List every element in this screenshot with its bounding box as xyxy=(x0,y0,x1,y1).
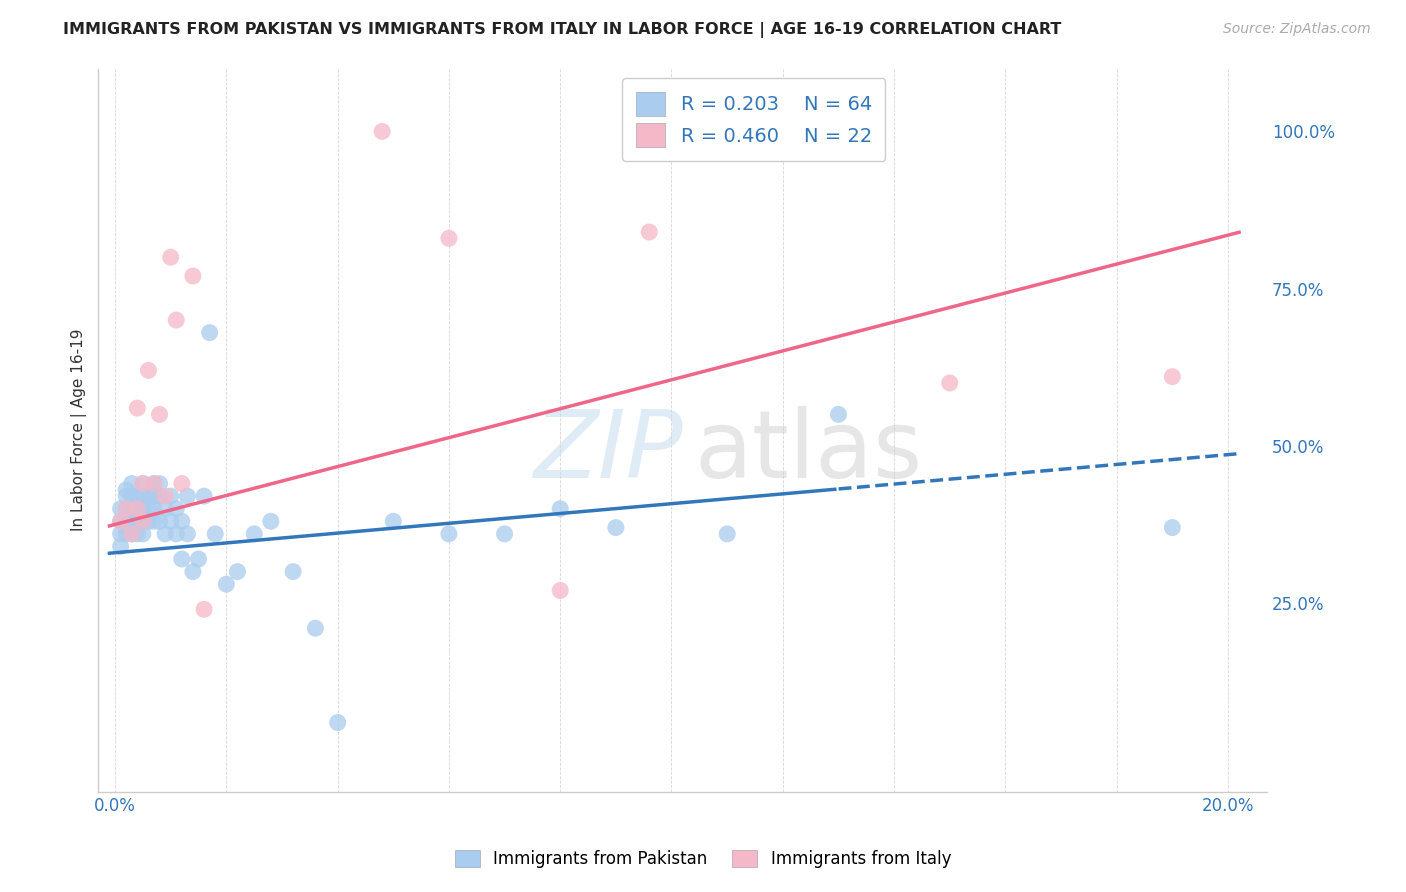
Point xyxy=(110,514,132,528)
Point xyxy=(170,552,193,566)
Point xyxy=(132,489,155,503)
Point xyxy=(121,527,143,541)
Point xyxy=(143,476,166,491)
Text: ZIP: ZIP xyxy=(533,406,683,498)
Point xyxy=(304,621,326,635)
Point xyxy=(127,527,149,541)
Point xyxy=(110,514,132,528)
Point xyxy=(115,527,138,541)
Point xyxy=(127,501,149,516)
Point xyxy=(115,501,138,516)
Point xyxy=(110,540,132,554)
Point xyxy=(382,514,405,528)
Point xyxy=(121,527,143,541)
Point xyxy=(110,527,132,541)
Point xyxy=(138,501,160,516)
Point xyxy=(159,489,181,503)
Point xyxy=(938,376,960,390)
Point xyxy=(243,527,266,541)
Point xyxy=(181,268,204,283)
Point xyxy=(1161,520,1184,534)
Point xyxy=(176,527,198,541)
Point xyxy=(215,577,238,591)
Point xyxy=(827,408,849,422)
Text: IMMIGRANTS FROM PAKISTAN VS IMMIGRANTS FROM ITALY IN LABOR FORCE | AGE 16-19 COR: IMMIGRANTS FROM PAKISTAN VS IMMIGRANTS F… xyxy=(63,22,1062,38)
Point xyxy=(226,565,249,579)
Point xyxy=(198,326,221,340)
Point xyxy=(143,501,166,516)
Point xyxy=(638,225,661,239)
Point xyxy=(127,401,149,416)
Point xyxy=(159,250,181,264)
Point xyxy=(193,489,215,503)
Point xyxy=(605,520,627,534)
Point xyxy=(121,476,143,491)
Point xyxy=(494,527,516,541)
Point xyxy=(170,514,193,528)
Point xyxy=(138,489,160,503)
Point xyxy=(132,476,155,491)
Point xyxy=(132,476,155,491)
Point xyxy=(548,583,571,598)
Point xyxy=(132,514,155,528)
Point xyxy=(132,527,155,541)
Point xyxy=(181,565,204,579)
Point xyxy=(326,715,349,730)
Point xyxy=(153,527,176,541)
Point xyxy=(148,489,170,503)
Point xyxy=(159,514,181,528)
Point xyxy=(165,527,187,541)
Point xyxy=(176,489,198,503)
Legend: Immigrants from Pakistan, Immigrants from Italy: Immigrants from Pakistan, Immigrants fro… xyxy=(449,843,957,875)
Point xyxy=(121,514,143,528)
Point xyxy=(115,483,138,497)
Point xyxy=(138,363,160,377)
Text: Source: ZipAtlas.com: Source: ZipAtlas.com xyxy=(1223,22,1371,37)
Point xyxy=(193,602,215,616)
Point xyxy=(143,476,166,491)
Point xyxy=(165,501,187,516)
Y-axis label: In Labor Force | Age 16-19: In Labor Force | Age 16-19 xyxy=(72,329,87,532)
Point xyxy=(138,514,160,528)
Point xyxy=(1161,369,1184,384)
Point xyxy=(204,527,226,541)
Point xyxy=(170,476,193,491)
Point xyxy=(115,520,138,534)
Legend: R = 0.203    N = 64, R = 0.460    N = 22: R = 0.203 N = 64, R = 0.460 N = 22 xyxy=(623,78,886,161)
Point xyxy=(148,476,170,491)
Point xyxy=(281,565,304,579)
Point xyxy=(148,514,170,528)
Point xyxy=(437,527,460,541)
Point xyxy=(115,514,138,528)
Point xyxy=(716,527,738,541)
Point xyxy=(260,514,283,528)
Point xyxy=(115,489,138,503)
Point xyxy=(143,489,166,503)
Point xyxy=(110,501,132,516)
Point xyxy=(127,501,149,516)
Point xyxy=(371,124,394,138)
Point xyxy=(153,489,176,503)
Point xyxy=(148,408,170,422)
Point xyxy=(548,501,571,516)
Point xyxy=(121,489,143,503)
Point xyxy=(165,313,187,327)
Text: atlas: atlas xyxy=(695,406,922,498)
Point xyxy=(132,501,155,516)
Point xyxy=(153,501,176,516)
Point xyxy=(121,501,143,516)
Point xyxy=(127,489,149,503)
Point xyxy=(127,514,149,528)
Point xyxy=(132,514,155,528)
Point xyxy=(115,501,138,516)
Point xyxy=(187,552,209,566)
Point xyxy=(437,231,460,245)
Point xyxy=(143,514,166,528)
